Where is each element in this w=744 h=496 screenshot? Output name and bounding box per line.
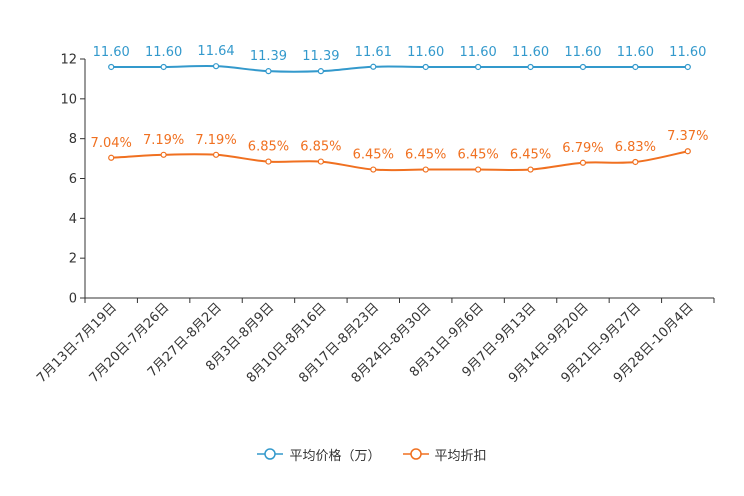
legend-discount-label: 平均折扣 [434, 448, 487, 464]
series-1-point [579, 159, 587, 166]
series-1-point [265, 158, 272, 165]
series-0-data-label: 11.60 [669, 45, 706, 60]
series-0-point [108, 63, 115, 71]
series-0-data-label: 11.60 [407, 45, 444, 60]
series-1-point [475, 166, 482, 173]
y-tick-label: 4 [69, 212, 77, 227]
legend-item-price[interactable]: 平均价格（万） [257, 445, 381, 464]
series-0-point [265, 68, 272, 75]
series-0-data-label: 11.60 [564, 45, 601, 60]
series-0-point [317, 68, 324, 75]
series-0-point [684, 63, 691, 71]
series-0-data-label: 11.60 [93, 45, 130, 60]
series-1-point [684, 148, 691, 155]
series-0-data-label: 11.60 [145, 45, 182, 60]
y-tick-label: 10 [60, 92, 77, 107]
legend-price-marker-icon [257, 448, 284, 460]
series-0-data-label: 11.61 [355, 45, 392, 60]
series-1-point [160, 151, 167, 158]
series-1-point [108, 154, 115, 161]
y-tick-label: 8 [69, 132, 77, 147]
series-1-data-label: 6.79% [562, 141, 603, 156]
series-1-data-label: 6.85% [248, 140, 289, 155]
series-0-point [370, 63, 377, 70]
series-0-point [579, 63, 587, 71]
series-1-point [632, 158, 639, 166]
series-1-data-label: 7.37% [667, 129, 708, 144]
series-1-data-label: 7.04% [91, 136, 132, 151]
series-0-point [212, 63, 220, 70]
series-1-data-label: 6.83% [615, 140, 656, 155]
series-line-0 [111, 64, 688, 73]
series-0-data-label: 11.39 [302, 49, 339, 64]
series-0-point [527, 63, 534, 71]
y-tick-label: 2 [69, 252, 77, 267]
series-1-point [370, 166, 377, 173]
series-0-point [632, 63, 639, 71]
series-1-data-label: 6.45% [405, 148, 446, 163]
y-tick-label: 0 [69, 292, 77, 307]
legend-item-discount[interactable]: 平均折扣 [402, 445, 487, 464]
series-1-data-label: 6.85% [300, 140, 341, 155]
series-0-data-label: 11.39 [250, 49, 287, 64]
series-0-point [160, 63, 167, 71]
legend-discount-marker-icon [402, 448, 429, 460]
series-1-data-label: 7.19% [195, 133, 236, 148]
series-1-point [422, 166, 429, 173]
series-0-point [475, 63, 482, 71]
series-1-data-label: 6.45% [353, 148, 394, 163]
series-0-data-label: 11.64 [197, 44, 234, 59]
series-line-1 [111, 150, 688, 172]
series-1-data-label: 7.19% [143, 133, 184, 148]
y-tick-label: 6 [69, 172, 77, 187]
series-1-point [317, 158, 324, 165]
y-tick-label: 12 [60, 53, 77, 68]
legend: 平均价格（万） 平均折扣 [0, 444, 744, 464]
series-1-data-label: 6.45% [457, 148, 498, 163]
series-0-data-label: 11.60 [512, 45, 549, 60]
series-0-point [422, 63, 429, 71]
legend-price-label: 平均价格（万） [289, 448, 381, 464]
series-0-data-label: 11.60 [617, 45, 654, 60]
series-1-point [527, 166, 534, 173]
series-1-data-label: 6.45% [510, 148, 551, 163]
series-0-data-label: 11.60 [460, 45, 497, 60]
series-1-point [212, 151, 220, 158]
